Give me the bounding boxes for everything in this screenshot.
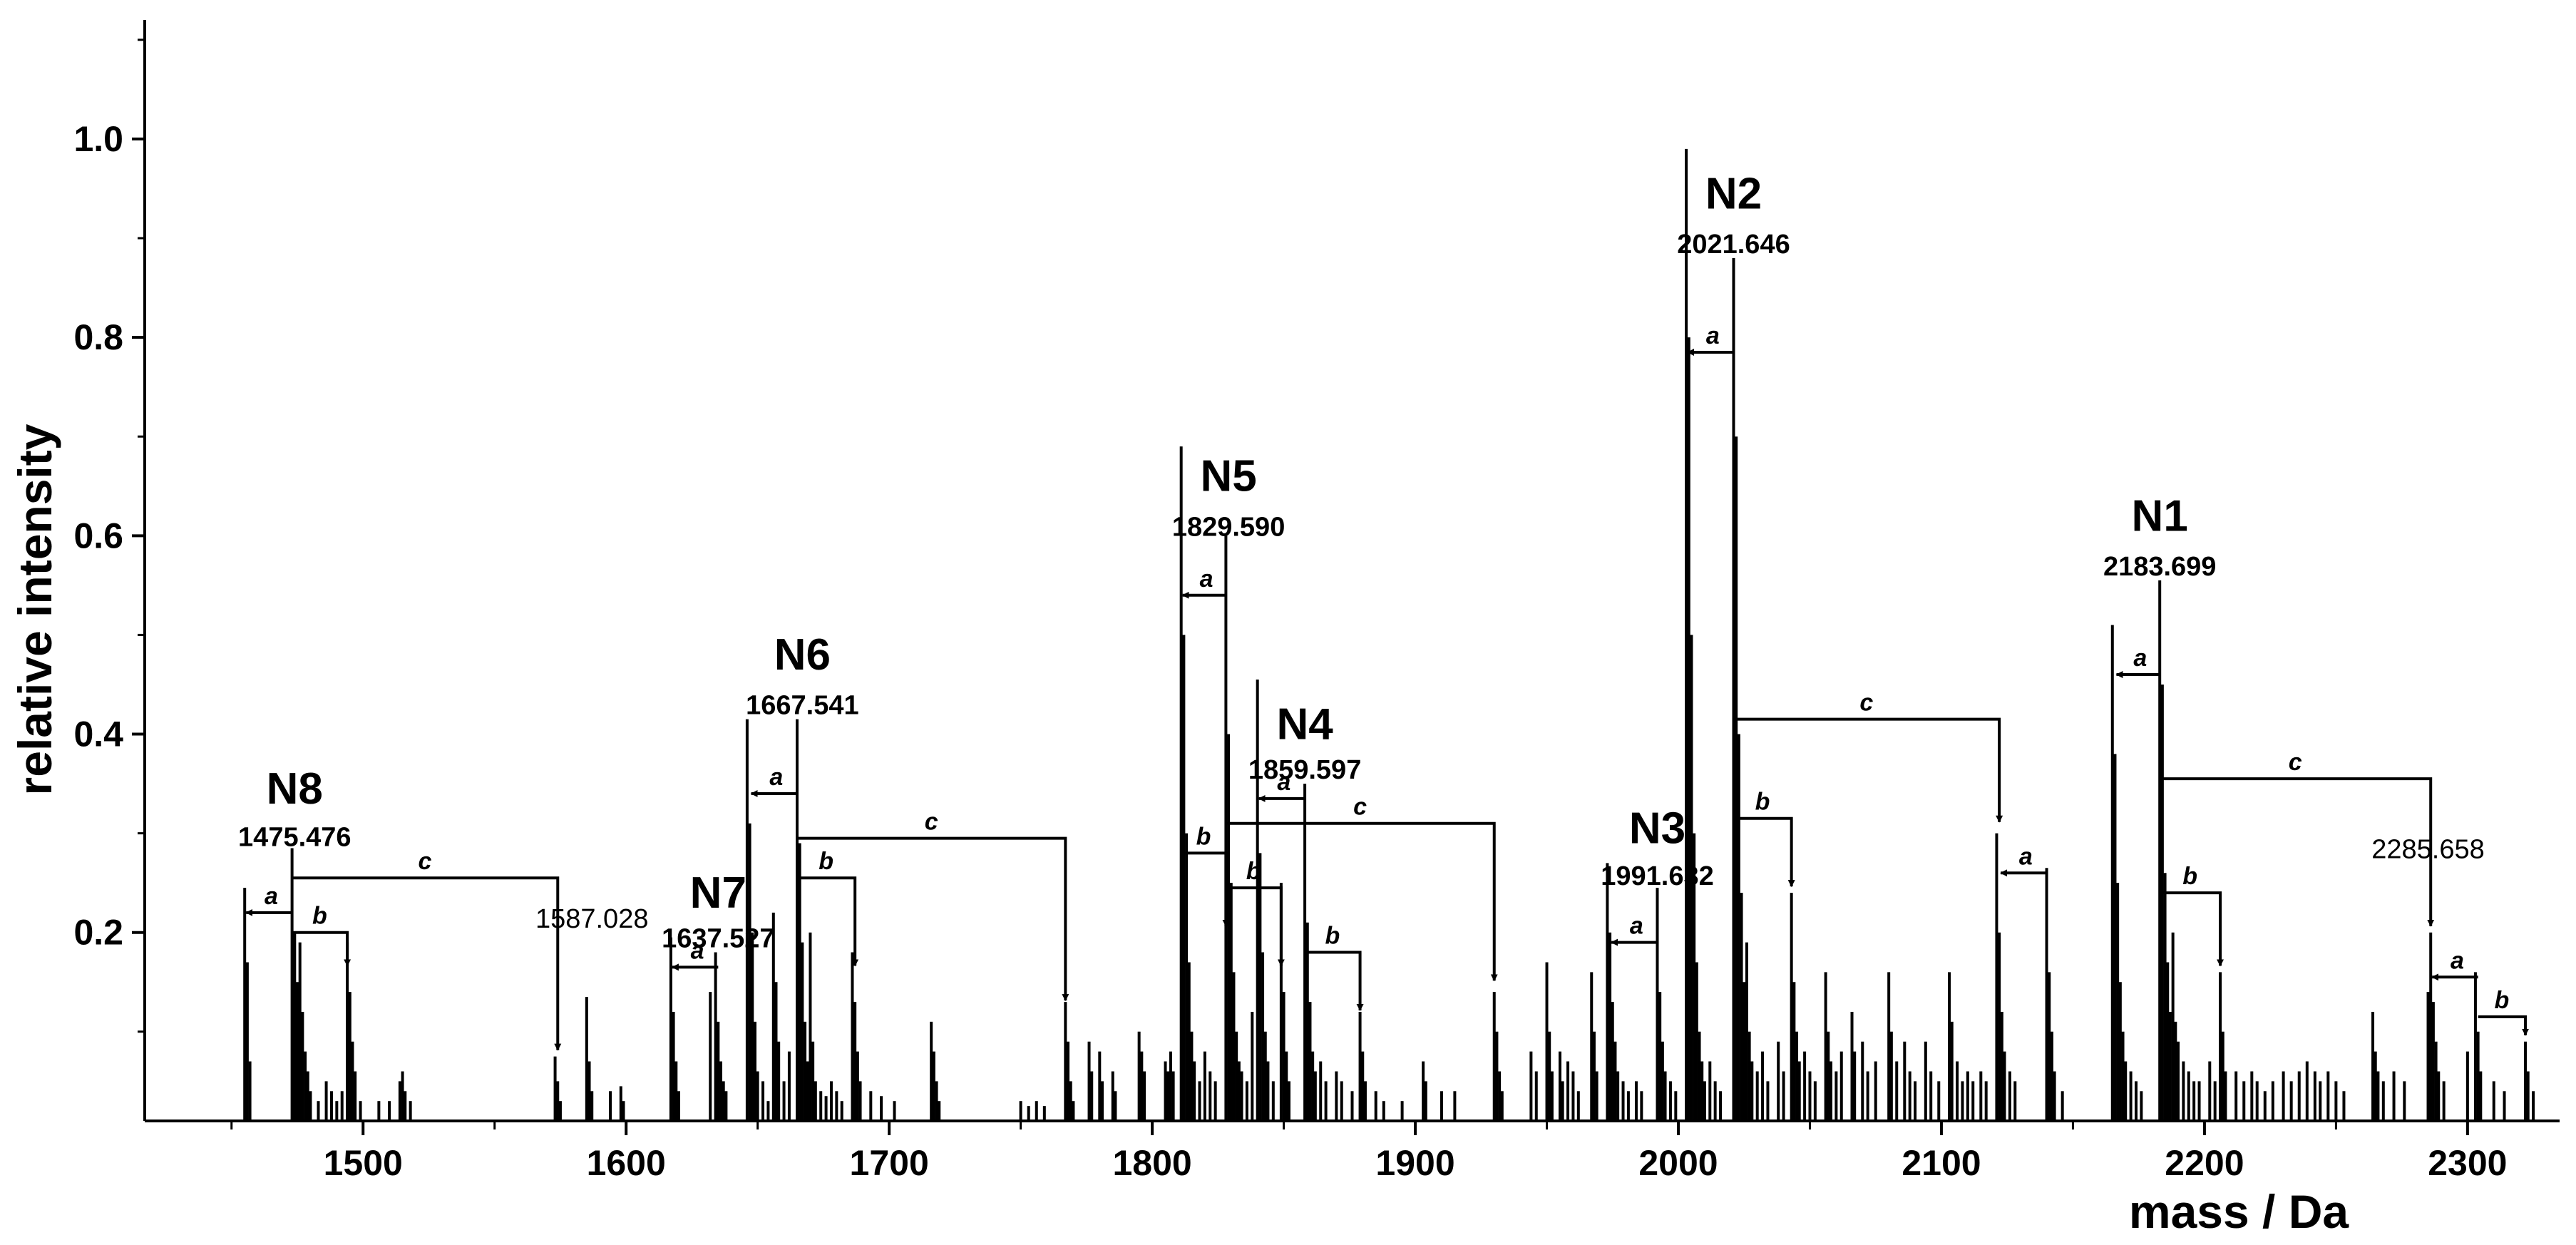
transition-label: a xyxy=(2133,645,2147,672)
transition-arrow xyxy=(1181,851,1230,927)
transition-label: b xyxy=(1196,823,1211,850)
x-tick-label: 1500 xyxy=(324,1143,403,1183)
transition-label: a xyxy=(691,937,704,964)
transition-label: a xyxy=(1277,769,1290,796)
x-tick-label: 2000 xyxy=(1638,1143,1718,1183)
peak-mass-label: 2285.658 xyxy=(2371,834,2485,864)
transition-arrow xyxy=(292,931,351,967)
x-tick-label: 2100 xyxy=(1902,1143,1981,1183)
transition-label: a xyxy=(2019,843,2033,870)
x-tick-label: 1800 xyxy=(1112,1143,1191,1183)
peak-name-label: N3 xyxy=(1629,804,1685,854)
transition-label: b xyxy=(2494,987,2509,1014)
peak-name-label: N5 xyxy=(1200,452,1256,501)
transition-label: b xyxy=(1325,923,1340,950)
transition-arrow xyxy=(1226,886,1285,967)
transition-arrow xyxy=(1226,821,1498,982)
y-tick-label: 0.2 xyxy=(73,913,123,953)
transition-label: a xyxy=(265,883,278,910)
peak-mass-label: 1859.597 xyxy=(1248,755,1362,785)
transition-arrow xyxy=(797,836,1069,1002)
peak-mass-label: 1475.476 xyxy=(238,823,351,853)
peak-mass-label: 1587.028 xyxy=(535,904,649,934)
transition-arrow xyxy=(1733,717,2003,823)
transition-label: b xyxy=(312,903,327,930)
peak-name-label: N6 xyxy=(774,630,831,680)
transition-arrows: a b c a a b c a b b a b c a a b c a a b c a b xyxy=(245,322,2530,1051)
peak-mass-label: 2183.699 xyxy=(2103,552,2217,582)
x-tick-label: 1700 xyxy=(850,1143,929,1183)
peak-name-label: N7 xyxy=(690,869,746,918)
transition-arrow xyxy=(1305,951,1364,1011)
transition-arrow xyxy=(1733,816,1795,888)
peak-mass-label: 1991.632 xyxy=(1601,861,1714,891)
x-tick-label: 2200 xyxy=(2165,1143,2244,1183)
transition-label: a xyxy=(769,764,783,791)
x-tick-label: 1600 xyxy=(587,1143,666,1183)
transition-arrow xyxy=(797,876,859,967)
transition-label: b xyxy=(1755,789,1770,816)
peak-mass-label: 1637.527 xyxy=(662,924,775,954)
y-axis-title: relative intensity xyxy=(9,424,61,795)
peak-mass-label: 1829.590 xyxy=(1172,512,1286,542)
y-tick-label: 0.8 xyxy=(73,317,123,357)
peak-name-label: N1 xyxy=(2132,491,2188,540)
transition-label: c xyxy=(1353,794,1367,821)
x-axis-title: mass / Da xyxy=(2129,1185,2349,1238)
y-tick-label: 1.0 xyxy=(73,119,123,159)
chart-axes: 0.2 0.4 0.6 0.8 1.0 1500 1600 1700 1800 1900 2000 2… xyxy=(73,20,2560,1183)
transition-label: b xyxy=(2182,863,2197,890)
transition-arrow xyxy=(2478,1015,2530,1036)
transition-arrow xyxy=(2160,891,2225,967)
spectrum-peaks xyxy=(243,148,2535,1121)
y-tick-label: 0.4 xyxy=(73,714,123,754)
transition-label: a xyxy=(2451,947,2464,974)
peak-mass-label: 1667.541 xyxy=(746,691,859,721)
peak-labels: N1 2183.699 N2 2021.646 N3 1991.632 N4 1859.597… xyxy=(238,169,2485,953)
transition-label: b xyxy=(819,848,833,875)
peak-name-label: N2 xyxy=(1705,169,1762,218)
x-tick-label: 2300 xyxy=(2428,1143,2507,1183)
transition-label: a xyxy=(1630,913,1643,940)
transition-arrow xyxy=(2160,777,2435,927)
transition-label: a xyxy=(1706,322,1720,349)
transition-label: c xyxy=(418,848,431,875)
transition-label: c xyxy=(925,809,938,836)
transition-label: a xyxy=(1200,565,1213,593)
transition-label: c xyxy=(2289,749,2302,776)
transition-arrow xyxy=(292,876,562,1051)
x-tick-label: 1900 xyxy=(1375,1143,1454,1183)
y-tick-label: 0.6 xyxy=(73,516,123,555)
peak-mass-label: 2021.646 xyxy=(1677,230,1790,260)
peak-name-label: N4 xyxy=(1276,700,1333,749)
transition-label: b xyxy=(1246,858,1261,885)
peak-name-label: N8 xyxy=(267,764,323,814)
transition-label: c xyxy=(1859,690,1873,717)
